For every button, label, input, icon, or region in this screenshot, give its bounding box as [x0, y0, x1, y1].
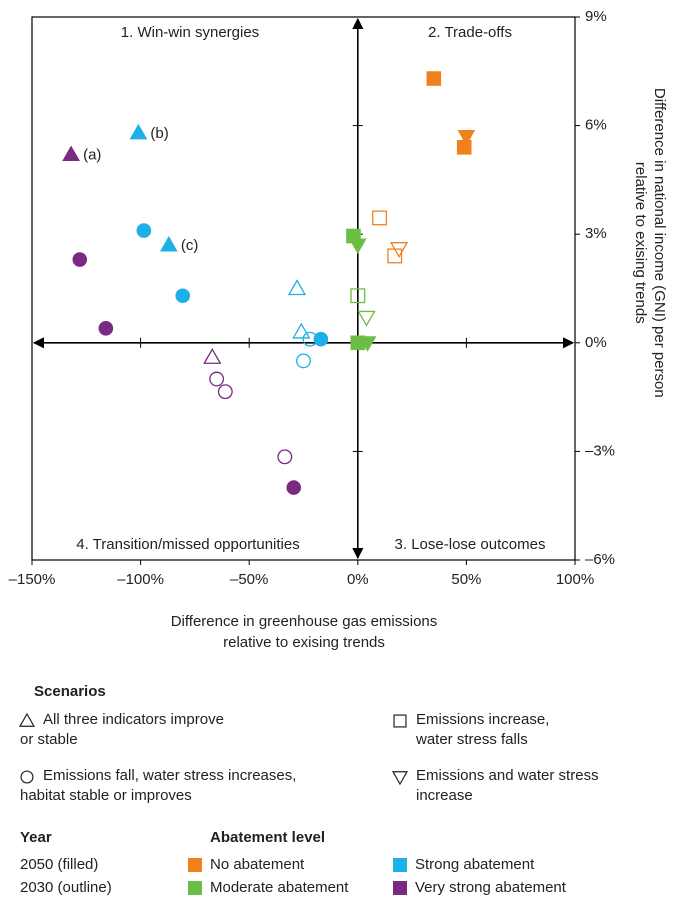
point: [456, 140, 472, 155]
legend-symbol: [20, 770, 34, 784]
point-annotation: (a): [83, 147, 101, 164]
point: [389, 242, 409, 258]
legend-title: Scenarios: [34, 683, 106, 700]
point: [72, 252, 88, 267]
point: [286, 480, 302, 495]
y-axis-title: Difference in national income (GNI) per …: [651, 88, 668, 398]
point: [159, 236, 178, 252]
y-axis-title: relative to exising trends: [632, 162, 649, 324]
legend-label: 2030 (outline): [20, 879, 112, 896]
legend-symbol: [393, 714, 407, 728]
point: [203, 347, 222, 364]
legend-label: Strong abatement: [415, 856, 535, 873]
point: [313, 331, 329, 347]
point: [292, 322, 311, 339]
point: [296, 353, 311, 369]
point: [136, 223, 152, 238]
point: [348, 238, 367, 255]
x-tick-label: 50%: [451, 571, 481, 588]
legend-swatch: [393, 858, 407, 872]
legend-label: increase: [416, 787, 473, 804]
point: [175, 288, 191, 304]
y-tick-label: 0%: [585, 334, 607, 351]
x-tick-label: 0%: [347, 571, 369, 588]
y-tick-label: –3%: [585, 442, 615, 459]
y-tick-label: 3%: [585, 225, 607, 242]
point: [277, 449, 293, 465]
point: [358, 336, 377, 352]
legend-symbol: [391, 771, 409, 786]
point: [426, 71, 442, 86]
legend-label: No abatement: [210, 856, 305, 873]
quadrant-label: 2. Trade-offs: [428, 24, 512, 41]
legend-label: Emissions and water stress: [416, 767, 599, 784]
x-tick-label: 100%: [556, 571, 594, 588]
quadrant-label: 1. Win-win synergies: [121, 24, 259, 41]
point-annotation: (b): [150, 125, 168, 142]
quadrant-label: 3. Lose-lose outcomes: [395, 536, 546, 553]
plot-frame: [31, 16, 576, 561]
legend-swatch: [188, 881, 202, 895]
legend-label: Very strong abatement: [415, 879, 567, 896]
y-tick-label: 9%: [585, 8, 607, 25]
point: [372, 210, 387, 226]
legend-label: water stress falls: [415, 731, 528, 748]
point: [217, 384, 233, 400]
point: [302, 331, 318, 347]
x-axis-title: relative to exising trends: [223, 634, 385, 651]
legend-label: Emissions fall, water stress increases,: [43, 767, 296, 784]
legend-swatch: [393, 881, 407, 895]
point: [209, 371, 225, 387]
legend-symbol: [18, 712, 36, 727]
x-axis-title: Difference in greenhouse gas emissions: [171, 613, 438, 630]
point: [62, 145, 80, 162]
point-annotation: (c): [181, 237, 199, 254]
point: [287, 279, 307, 296]
legend-label: habitat stable or improves: [20, 787, 192, 804]
point: [98, 321, 114, 336]
x-tick-label: –100%: [117, 571, 164, 588]
legend-label: Emissions increase,: [416, 711, 549, 728]
legend-title: Year: [20, 829, 52, 846]
legend-label: All three indicators improve: [43, 711, 224, 728]
legend-label: or stable: [20, 731, 78, 748]
point: [129, 123, 148, 140]
point: [350, 288, 366, 304]
legend-label: 2050 (filled): [20, 856, 98, 873]
legend-label: Moderate abatement: [210, 879, 349, 896]
x-tick-label: –150%: [9, 571, 56, 588]
point: [457, 129, 476, 146]
legend-swatch: [188, 858, 202, 872]
quadrant-label: 4. Transition/missed opportunities: [76, 536, 299, 553]
y-tick-label: –6%: [585, 551, 615, 568]
y-tick-label: 6%: [585, 117, 607, 134]
legend-title: Abatement level: [210, 829, 325, 846]
point: [357, 310, 376, 327]
x-tick-label: –50%: [230, 571, 268, 588]
